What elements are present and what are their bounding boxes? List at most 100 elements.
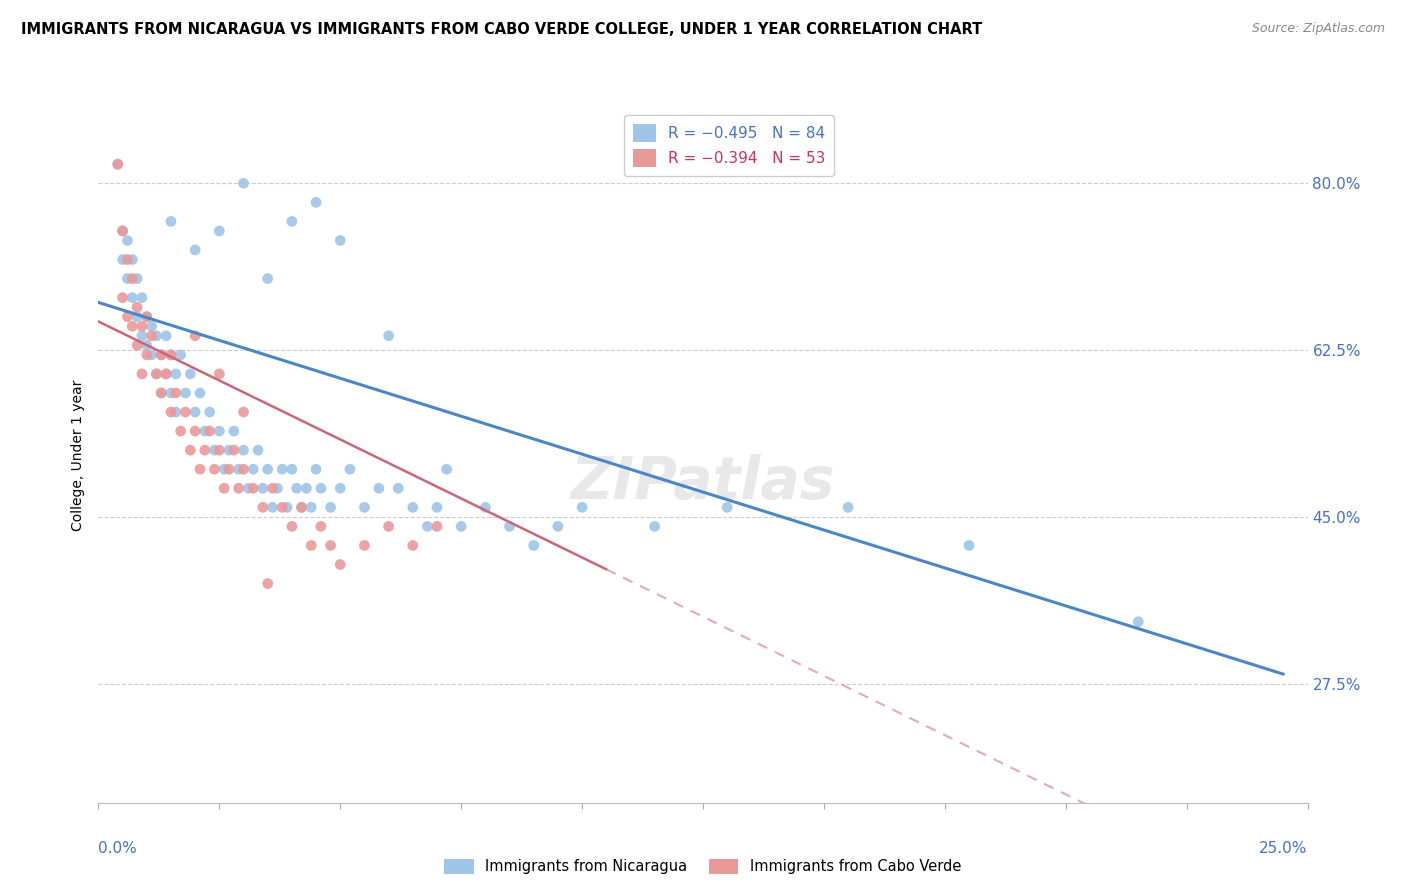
Point xyxy=(169,424,191,438)
Point xyxy=(179,367,201,381)
Point xyxy=(339,462,361,476)
Point xyxy=(571,500,593,515)
Point xyxy=(252,481,274,495)
Point xyxy=(319,539,342,553)
Point xyxy=(165,367,187,381)
Y-axis label: College, Under 1 year: College, Under 1 year xyxy=(72,379,86,531)
Point xyxy=(523,539,546,553)
Point xyxy=(547,519,569,533)
Point xyxy=(135,310,157,324)
Point xyxy=(135,310,157,324)
Point xyxy=(262,500,284,515)
Point xyxy=(295,481,318,495)
Point xyxy=(212,481,235,495)
Point xyxy=(184,328,207,343)
Point xyxy=(117,310,139,324)
Point xyxy=(169,348,191,362)
Point xyxy=(111,224,134,238)
Point xyxy=(150,348,173,362)
Point xyxy=(329,558,352,572)
Point xyxy=(194,424,217,438)
Point xyxy=(218,462,240,476)
Point xyxy=(184,424,207,438)
Point xyxy=(329,481,352,495)
Point xyxy=(121,271,143,285)
Point xyxy=(957,539,980,553)
Point xyxy=(145,328,167,343)
Point xyxy=(377,519,399,533)
Point xyxy=(111,224,134,238)
Point xyxy=(716,500,738,515)
Point xyxy=(155,328,177,343)
Point xyxy=(212,462,235,476)
Point xyxy=(266,481,288,495)
Point xyxy=(131,367,153,381)
Point xyxy=(256,462,278,476)
Point xyxy=(377,328,399,343)
Point xyxy=(271,500,294,515)
Point xyxy=(179,443,201,458)
Point xyxy=(117,234,139,248)
Point xyxy=(127,310,149,324)
Point xyxy=(256,576,278,591)
Point xyxy=(208,443,231,458)
Point xyxy=(232,462,254,476)
Point xyxy=(305,462,328,476)
Point xyxy=(232,176,254,190)
Point xyxy=(319,500,342,515)
Point xyxy=(131,291,153,305)
Point xyxy=(644,519,666,533)
Point xyxy=(165,386,187,401)
Point xyxy=(141,319,163,334)
Point xyxy=(281,214,304,228)
Point xyxy=(353,539,375,553)
Point xyxy=(309,481,332,495)
Point xyxy=(184,405,207,419)
Point xyxy=(305,195,328,210)
Point xyxy=(299,539,322,553)
Point xyxy=(290,500,312,515)
Point xyxy=(218,443,240,458)
Point xyxy=(290,500,312,515)
Point xyxy=(837,500,859,515)
Point xyxy=(150,348,173,362)
Point xyxy=(247,443,270,458)
Point xyxy=(1128,615,1150,629)
Point xyxy=(127,338,149,352)
Point xyxy=(232,443,254,458)
Point xyxy=(117,252,139,267)
Point xyxy=(242,462,264,476)
Point xyxy=(252,500,274,515)
Point xyxy=(208,367,231,381)
Point xyxy=(107,157,129,171)
Point xyxy=(188,462,211,476)
Point xyxy=(232,405,254,419)
Point xyxy=(135,348,157,362)
Point xyxy=(309,519,332,533)
Point xyxy=(242,481,264,495)
Point xyxy=(402,500,425,515)
Text: 25.0%: 25.0% xyxy=(1260,841,1308,856)
Point xyxy=(145,367,167,381)
Point xyxy=(426,519,449,533)
Point xyxy=(329,234,352,248)
Point xyxy=(135,338,157,352)
Point xyxy=(141,328,163,343)
Point xyxy=(368,481,391,495)
Point xyxy=(131,328,153,343)
Point xyxy=(150,386,173,401)
Point xyxy=(188,386,211,401)
Point xyxy=(145,367,167,381)
Point xyxy=(160,214,183,228)
Point xyxy=(262,481,284,495)
Text: ZIPatlas: ZIPatlas xyxy=(571,454,835,511)
Point xyxy=(155,367,177,381)
Point xyxy=(256,271,278,285)
Point xyxy=(198,405,221,419)
Point xyxy=(222,443,245,458)
Point xyxy=(194,443,217,458)
Point xyxy=(450,519,472,533)
Point xyxy=(208,424,231,438)
Point xyxy=(141,348,163,362)
Point xyxy=(228,481,250,495)
